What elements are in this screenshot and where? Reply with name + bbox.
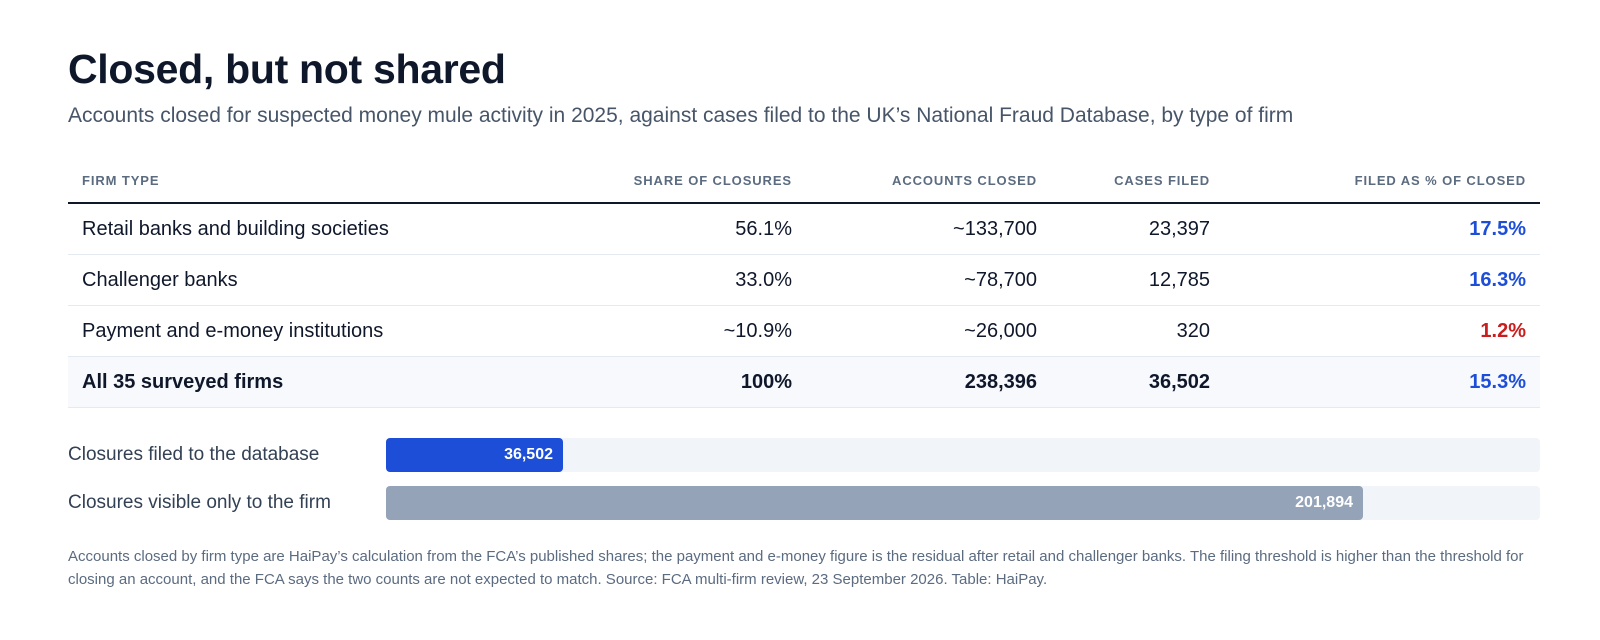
bar-label: Closures filed to the database (68, 444, 320, 465)
bar-row-filed: Closures filed to the database 36,502 (68, 438, 1540, 472)
total-filed-pct-cell: 15.3% (1224, 356, 1540, 408)
bar-label: Closures visible only to the firm (68, 492, 331, 513)
cases-filed-cell: 12,785 (1051, 254, 1224, 306)
data-table: Firm type Share of closures Accounts clo… (68, 158, 1540, 408)
total-firm-cell: All 35 surveyed firms (68, 356, 538, 408)
cases-filed-cell: 23,397 (1051, 203, 1224, 255)
table-row: Payment and e-money institutions ~10.9% … (68, 305, 1540, 357)
filed-pct-cell: 16.3% (1224, 254, 1540, 306)
table-header-row: Firm type Share of closures Accounts clo… (68, 158, 1540, 204)
share-cell: 56.1% (538, 203, 806, 255)
column-header-cases-filed: Cases filed (1051, 158, 1224, 204)
page-title: Closed, but not shared (68, 46, 506, 92)
bar-value-label: 36,502 (504, 446, 553, 463)
accounts-closed-cell: ~133,700 (806, 203, 1051, 255)
filed-pct-cell: 1.2% (1224, 305, 1540, 357)
cases-filed-cell: 320 (1051, 305, 1224, 357)
table-row: Retail banks and building societies 56.1… (68, 203, 1540, 255)
bar-track: 36,502 (386, 438, 1540, 472)
total-share-cell: 100% (538, 356, 806, 408)
bar-fill-firm-only: 201,894 (386, 486, 1363, 520)
column-header-accounts-closed: Accounts closed (806, 158, 1051, 204)
total-cases-filed-cell: 36,502 (1051, 356, 1224, 408)
footnote: Accounts closed by firm type are HaiPay’… (68, 548, 1524, 588)
bar-row-firm-only: Closures visible only to the firm 201,89… (68, 486, 1540, 520)
bar-fill-filed: 36,502 (386, 438, 563, 472)
bar-value-label: 201,894 (1295, 494, 1353, 511)
firm-type-cell: Payment and e-money institutions (68, 305, 538, 357)
table-row: Challenger banks 33.0% ~78,700 12,785 16… (68, 254, 1540, 306)
filed-pct-cell: 17.5% (1224, 203, 1540, 255)
accounts-closed-cell: ~78,700 (806, 254, 1051, 306)
column-header-filed-pct: Filed as % of closed (1224, 158, 1540, 204)
bar-track: 201,894 (386, 486, 1540, 520)
share-cell: 33.0% (538, 254, 806, 306)
firm-type-cell: Retail banks and building societies (68, 203, 538, 255)
column-header-share: Share of closures (538, 158, 806, 204)
accounts-closed-cell: ~26,000 (806, 305, 1051, 357)
table-total-row: All 35 surveyed firms 100% 238,396 36,50… (68, 356, 1540, 408)
column-header-firm-type: Firm type (68, 158, 538, 204)
total-accounts-closed-cell: 238,396 (806, 356, 1051, 408)
firm-type-cell: Challenger banks (68, 254, 538, 306)
share-cell: ~10.9% (538, 305, 806, 357)
closures-bar-comparison: Closures filed to the database 36,502 Cl… (68, 438, 1540, 534)
page-subtitle: Accounts closed for suspected money mule… (68, 104, 1294, 127)
